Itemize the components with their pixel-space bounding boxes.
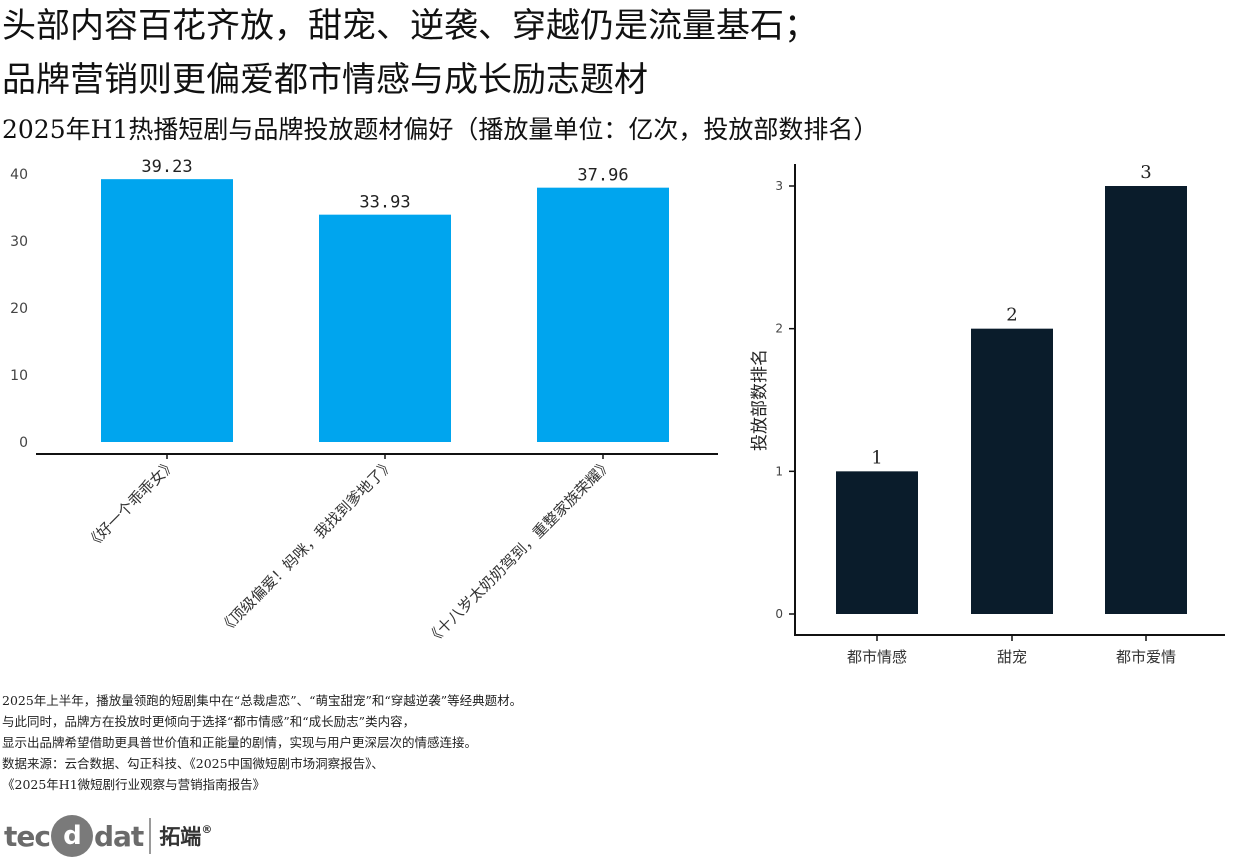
left-bar-chart: 0 10 20 30 40 39.23 33.93 37.96 《好一个乖乖女》 《顶级偏爱！妈咪… (10, 157, 718, 648)
logo-brand-suffix: dat (93, 819, 144, 853)
logo-brand-cn: 拓端 (159, 825, 202, 849)
note-line: 与此同时，品牌方在投放时更倾向于选择“都市情感”和“成长励志”类内容， (2, 714, 416, 729)
chart-subtitle: 2025年H1热播短剧与品牌投放题材偏好（播放量单位：亿次，投放部数排名） (2, 115, 879, 144)
y-tick-label: 10 (10, 368, 28, 384)
headline-line-2: 品牌营销则更偏爱都市情感与成长励志题材 (2, 60, 648, 100)
data-label: 33.93 (359, 193, 410, 213)
data-label: 3 (1140, 162, 1151, 183)
x-category-label: 都市爱情 (1116, 648, 1176, 666)
bar (836, 471, 918, 614)
bar (319, 214, 451, 442)
x-category-label: 《好一个乖乖女》 (82, 455, 180, 553)
tecdat-logo-icon: tec d dat 拓端 ® (4, 814, 212, 858)
y-axis-title: 投放部数排名 (750, 349, 770, 451)
y-tick-label: 2 (775, 322, 783, 336)
source-line: 《2025年H1微短剧行业观察与营销指南报告》 (2, 777, 266, 792)
logo-registered-mark: ® (201, 822, 213, 836)
logo-wordmark: tec d dat (4, 815, 144, 857)
logo-brand-prefix: tec (4, 819, 51, 853)
logo-circle-icon: d (50, 815, 93, 857)
data-label: 39.23 (141, 157, 192, 177)
x-category-label: 都市情感 (847, 648, 907, 666)
x-category-label: 甜宠 (997, 648, 1027, 666)
data-label: 37.96 (577, 166, 628, 186)
y-tick-label: 0 (775, 607, 783, 621)
right-bar-chart: 0 1 2 3 投放部数排名 1 2 3 都市情感 甜宠 都市爱情 (750, 162, 1225, 666)
note-line: 显示出品牌希望借助更具普世价值和正能量的剧情，实现与用户更深层次的情感连接。 (2, 735, 478, 750)
y-tick-label: 40 (10, 167, 28, 183)
x-category-label: 《十八岁太奶奶驾到，重整家族荣耀》 (423, 455, 616, 648)
data-label: 2 (1006, 305, 1017, 326)
source-line: 数据来源：云合数据、勾正科技、《2025中国微短剧市场洞察报告》、 (2, 756, 384, 771)
bar (101, 179, 233, 442)
note-line: 2025年上半年，播放量领跑的短剧集中在“总裁虐恋”、“萌宝甜宠”和“穿越逆袭”… (2, 693, 523, 708)
bar (1105, 186, 1187, 614)
y-tick-label: 20 (10, 301, 28, 317)
logo-divider (149, 818, 152, 854)
x-category-label: 《顶级偏爱！妈咪，我找到爹地了》 (215, 455, 397, 637)
y-tick-label: 3 (775, 179, 783, 193)
bar (971, 328, 1053, 614)
y-tick-label: 0 (19, 435, 28, 451)
data-label: 1 (871, 447, 882, 468)
bar (537, 187, 669, 442)
headline-line-1: 头部内容百花齐放，甜宠、逆袭、穿越仍是流量基石； (2, 6, 818, 46)
y-tick-label: 30 (10, 234, 28, 250)
y-tick-label: 1 (775, 464, 783, 478)
notes-block: 2025年上半年，播放量领跑的短剧集中在“总裁虐恋”、“萌宝甜宠”和“穿越逆袭”… (2, 690, 522, 795)
